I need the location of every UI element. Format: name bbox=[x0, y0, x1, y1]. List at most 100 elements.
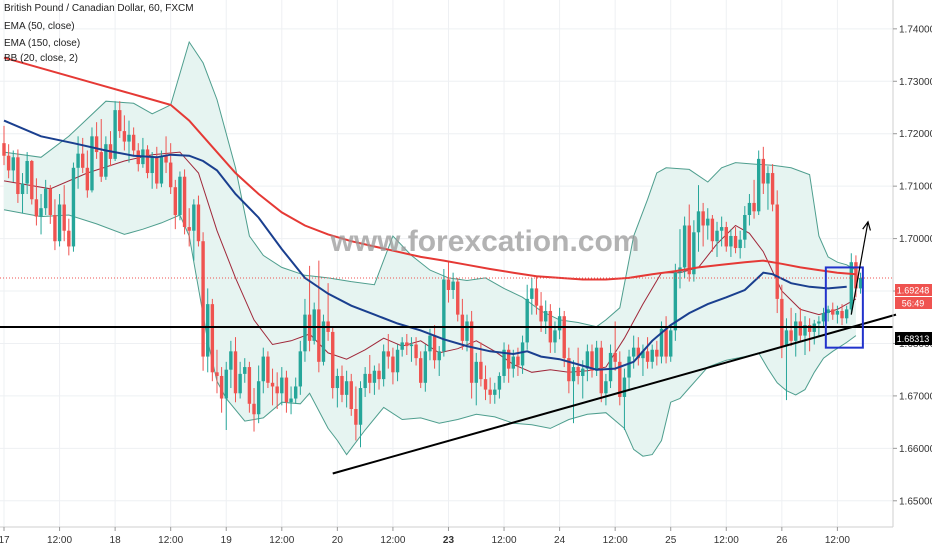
candle-body bbox=[368, 373, 372, 383]
candle-body bbox=[530, 288, 534, 299]
candle-body bbox=[104, 144, 108, 177]
candle-body bbox=[229, 351, 233, 370]
candle-body bbox=[770, 173, 775, 205]
candle-body bbox=[400, 342, 404, 350]
candle-body bbox=[539, 305, 543, 322]
candle-body bbox=[789, 330, 793, 341]
candle-body bbox=[173, 187, 178, 215]
candle-body bbox=[215, 372, 219, 376]
drawn-annotations bbox=[332, 220, 897, 475]
candle-body bbox=[747, 202, 752, 215]
candle-body bbox=[233, 351, 238, 394]
candle-body bbox=[284, 377, 289, 403]
y-tick-label: 1.70000 bbox=[899, 234, 932, 245]
candle-body bbox=[516, 356, 520, 366]
candle-body bbox=[243, 367, 247, 374]
candle-body bbox=[594, 347, 599, 371]
candle-body bbox=[493, 389, 497, 395]
candle-body bbox=[252, 403, 256, 415]
candle-body bbox=[266, 356, 270, 383]
x-tick-label: 26 bbox=[776, 535, 788, 546]
candle-body bbox=[206, 304, 210, 357]
candle-body bbox=[613, 352, 617, 362]
candle-body bbox=[168, 162, 173, 188]
y-tick-label: 1.74000 bbox=[899, 24, 932, 35]
candle-body bbox=[724, 227, 728, 247]
candle-body bbox=[562, 316, 566, 359]
candle-body bbox=[11, 157, 15, 171]
candle-body bbox=[544, 310, 548, 322]
candle-body bbox=[756, 158, 761, 212]
candle-body bbox=[423, 351, 428, 383]
candle-body bbox=[43, 188, 48, 209]
candle-body bbox=[303, 314, 307, 352]
candle-body bbox=[377, 370, 381, 380]
consolidation-box bbox=[824, 266, 864, 349]
ema50-line bbox=[3, 119, 847, 371]
y-tick-label: 1.73000 bbox=[899, 77, 932, 88]
candle-body bbox=[858, 277, 863, 289]
candle-body bbox=[733, 235, 738, 249]
candle-body bbox=[210, 304, 215, 373]
candle-body bbox=[247, 367, 252, 404]
candle-body bbox=[752, 202, 756, 212]
candle-body bbox=[224, 369, 228, 399]
candle-body bbox=[631, 347, 636, 357]
candle-body bbox=[363, 373, 367, 389]
candle-body bbox=[150, 157, 154, 174]
candle-body bbox=[372, 370, 377, 383]
candle-body bbox=[844, 309, 849, 319]
candle-body bbox=[145, 149, 150, 174]
ema50-legend: EMA (50, close) bbox=[4, 21, 75, 32]
price-tags: 1.69248 56:49 1.68313 bbox=[895, 284, 932, 345]
x-tick-label: 12:00 bbox=[603, 535, 628, 546]
time-axis[interactable]: 17 12:00 18 12:00 19 12:00 20 12:00 23 12:00 24 12:… bbox=[0, 526, 893, 546]
candle-body bbox=[798, 321, 803, 336]
candle-body bbox=[48, 188, 52, 215]
candle-body bbox=[391, 356, 395, 373]
candle-body bbox=[381, 351, 386, 380]
candle-body bbox=[854, 262, 858, 289]
candle-body bbox=[608, 352, 613, 382]
candle-body bbox=[20, 183, 25, 195]
candle-body bbox=[650, 349, 654, 362]
candle-body bbox=[585, 351, 590, 369]
ascending-trendline bbox=[332, 313, 897, 475]
level-price-tag bbox=[895, 332, 932, 345]
candle-body bbox=[6, 155, 11, 171]
candle-body bbox=[118, 110, 122, 132]
candlesticks bbox=[2, 101, 863, 448]
candle-body bbox=[159, 155, 164, 184]
candle-body bbox=[409, 344, 414, 347]
candle-body bbox=[483, 379, 488, 390]
candle-body bbox=[553, 330, 557, 343]
candle-body bbox=[664, 328, 668, 357]
candle-body bbox=[465, 321, 469, 341]
candle-body bbox=[187, 227, 191, 231]
breakout-arrow-head bbox=[862, 220, 871, 231]
candle-body bbox=[743, 214, 747, 240]
candle-body bbox=[817, 321, 821, 324]
candle-body bbox=[469, 321, 474, 383]
reference-lines bbox=[0, 277, 893, 329]
candle-body bbox=[715, 230, 719, 242]
candle-body bbox=[219, 375, 224, 399]
x-tick-label: 12:00 bbox=[380, 535, 405, 546]
candle-body bbox=[317, 309, 321, 362]
x-tick-label: 25 bbox=[665, 535, 677, 546]
candle-body bbox=[386, 351, 390, 357]
bb-legend: BB (20, close, 2) bbox=[4, 53, 78, 64]
candle-body bbox=[673, 272, 678, 331]
candle-body bbox=[94, 136, 99, 153]
candle-body bbox=[90, 136, 94, 191]
candle-body bbox=[57, 204, 62, 242]
candle-body bbox=[256, 381, 261, 415]
moving-averages bbox=[3, 56, 856, 371]
candle-body bbox=[270, 382, 275, 387]
watermark-text: www.forexcation.com bbox=[330, 225, 640, 258]
candle-body bbox=[710, 218, 715, 242]
candle-body bbox=[25, 160, 29, 184]
ema150-line bbox=[3, 56, 856, 281]
candle-body bbox=[122, 131, 127, 142]
